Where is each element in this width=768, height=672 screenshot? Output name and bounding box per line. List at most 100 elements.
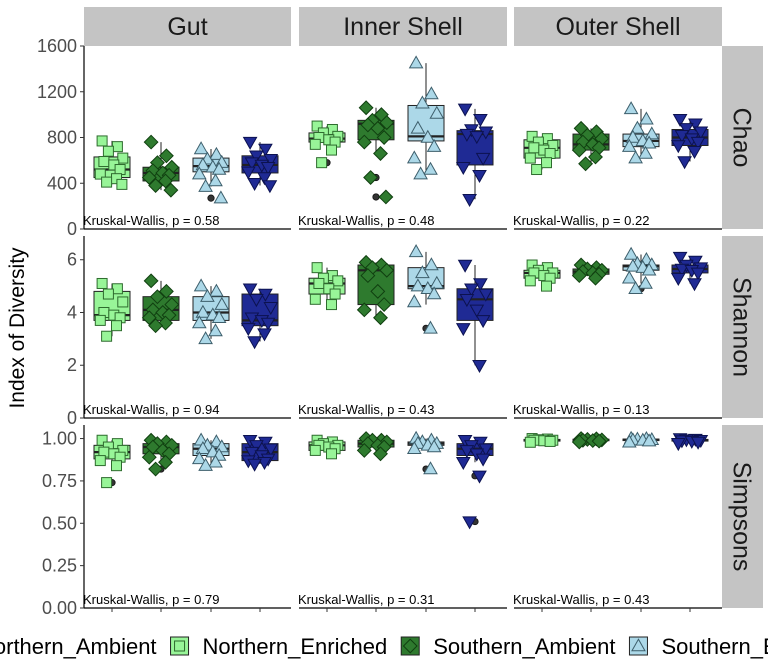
data-point	[415, 265, 430, 279]
data-point	[200, 288, 215, 302]
data-point	[242, 283, 258, 297]
data-point	[94, 455, 106, 467]
data-point	[158, 173, 173, 189]
data-point	[455, 323, 471, 337]
data-point	[356, 442, 372, 458]
data-point	[114, 164, 126, 176]
data-point	[363, 170, 379, 185]
column-strip	[299, 7, 507, 46]
panel: Kruskal-Wallis, p = 0.94	[83, 273, 291, 419]
y-tick-label: 6	[67, 250, 77, 270]
box-group	[670, 113, 709, 170]
data-point	[641, 135, 657, 149]
data-point	[148, 178, 164, 193]
data-point	[475, 152, 491, 166]
data-point	[670, 438, 686, 452]
data-point	[531, 164, 543, 176]
box-group	[356, 431, 395, 462]
data-point	[98, 156, 110, 168]
panel: Kruskal-Wallis, p = 0.22	[513, 101, 722, 230]
data-point	[672, 113, 688, 127]
data-point	[193, 141, 209, 155]
data-point	[410, 278, 426, 292]
data-point	[249, 150, 264, 164]
data-point	[311, 120, 323, 132]
box-group	[93, 434, 131, 489]
data-point	[621, 270, 637, 284]
legend-key-marker	[174, 640, 186, 652]
data-point	[263, 443, 279, 457]
data-point	[149, 289, 165, 305]
box-group	[523, 433, 561, 448]
column-strip-label: Outer Shell	[555, 13, 680, 41]
box-group	[571, 257, 610, 286]
data-point	[424, 257, 439, 271]
data-point	[677, 156, 692, 170]
box-group	[141, 134, 180, 198]
data-point	[213, 190, 229, 204]
data-point	[191, 166, 207, 180]
data-point	[209, 283, 224, 297]
data-point	[413, 166, 428, 180]
data-point	[571, 142, 587, 158]
row-strip	[722, 425, 763, 608]
data-point	[358, 100, 374, 116]
data-point	[198, 457, 213, 471]
data-point	[459, 294, 475, 308]
box-group	[406, 244, 445, 334]
data-point	[591, 433, 607, 449]
row-strip-label: Simpsons	[728, 462, 756, 572]
data-point	[406, 294, 422, 308]
data-point	[379, 262, 395, 278]
data-point	[423, 461, 438, 475]
data-point	[373, 310, 388, 326]
data-point	[621, 138, 637, 152]
data-point	[623, 101, 639, 115]
kruskal-wallis-label: Kruskal-Wallis, p = 0.31	[298, 592, 434, 607]
data-point	[356, 302, 372, 318]
box-group	[670, 251, 709, 292]
data-point	[628, 150, 643, 164]
data-point	[116, 178, 128, 190]
data-point	[191, 315, 207, 329]
column-strip	[84, 7, 291, 46]
data-point	[208, 454, 223, 468]
data-point	[94, 168, 106, 180]
box-group	[240, 283, 279, 350]
panel: Kruskal-Wallis, p = 0.43	[298, 244, 507, 419]
data-point	[406, 440, 422, 454]
data-point	[469, 304, 485, 318]
data-point	[260, 161, 276, 176]
data-point	[462, 516, 477, 530]
data-point	[360, 268, 376, 284]
data-point	[475, 315, 491, 329]
box-group	[191, 432, 230, 471]
data-point	[687, 145, 702, 159]
data-point	[195, 304, 211, 318]
panel: Kruskal-Wallis, p = 0.31	[298, 430, 507, 612]
kruskal-wallis-label: Kruskal-Wallis, p = 0.48	[298, 213, 434, 228]
data-point	[641, 262, 657, 276]
data-point	[373, 146, 388, 161]
box-group	[240, 435, 279, 472]
y-tick-label: 1600	[37, 36, 77, 56]
data-point	[141, 449, 157, 465]
row-strip	[722, 46, 763, 229]
data-point	[408, 244, 424, 258]
box-outlier	[207, 194, 215, 202]
data-point	[472, 359, 487, 374]
data-point	[257, 328, 272, 342]
box-group	[141, 273, 180, 334]
data-point	[588, 149, 603, 165]
y-tick-label: 4	[67, 302, 77, 322]
data-point	[158, 148, 174, 164]
row-strip	[722, 236, 763, 418]
box-group	[93, 135, 131, 190]
data-point	[464, 283, 479, 297]
legend-label: Northern_Ambient	[0, 634, 157, 659]
data-point	[541, 157, 552, 169]
data-point	[462, 194, 477, 208]
data-point	[316, 157, 328, 169]
data-point	[158, 454, 173, 470]
